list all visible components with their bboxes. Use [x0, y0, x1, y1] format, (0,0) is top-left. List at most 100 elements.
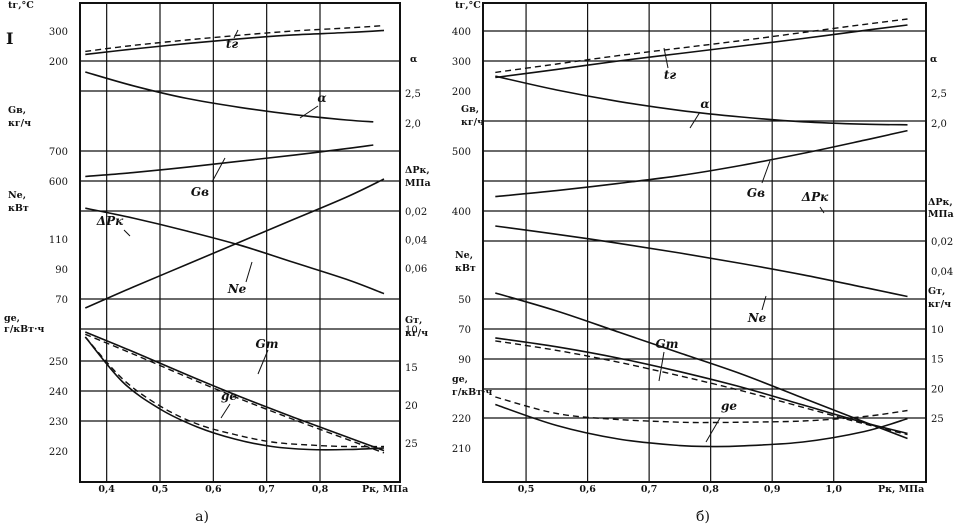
curve-label: α [317, 91, 326, 105]
left-tick-label: 210 [452, 444, 471, 455]
right-tick-label: 25 [931, 414, 944, 425]
tг-line [85, 29, 385, 56]
left-axis-label: кВт [455, 263, 476, 274]
left-tick-label: 300 [452, 57, 471, 68]
left-tick-label: 400 [452, 207, 471, 218]
left-tick-label: 300 [49, 27, 68, 38]
x-tick-label: 1,0 [825, 484, 842, 495]
right-tick-label: 0,06 [405, 264, 427, 275]
gе-line [84, 336, 385, 451]
curve-leader-line [211, 157, 226, 183]
curve-label: tг [226, 37, 239, 51]
-line [85, 71, 374, 123]
series-dashed-line [84, 336, 385, 448]
Pк-line [495, 225, 908, 298]
curve-leader-line [245, 261, 253, 283]
x-tick-label: 0,4 [98, 484, 115, 495]
curve-label: ΔPк [801, 190, 829, 204]
curve-label: gе [721, 399, 737, 413]
curve-label: ΔPк [96, 214, 124, 228]
curve-leader-line [689, 111, 701, 129]
left-tick-label: 400 [452, 27, 471, 38]
right-axis-label: МПа [928, 209, 954, 220]
x-axis-label: Pк, МПа [878, 484, 924, 495]
x-tick-label: 0,8 [702, 484, 719, 495]
right-axis-label: α [930, 54, 938, 65]
right-axis-label: кг/ч [928, 299, 951, 310]
right-axis-label: α [410, 54, 418, 65]
x-tick-label: 0,6 [205, 484, 222, 495]
right-axis-label: Gт, [405, 315, 422, 326]
left-tick-label: 240 [49, 387, 68, 398]
tг-line [495, 24, 908, 79]
left-tick-label: 600 [49, 177, 68, 188]
x-tick-label: 0,5 [518, 484, 535, 495]
left-tick-label: 220 [49, 447, 68, 458]
curve-leader-line [819, 206, 825, 214]
right-tick-label: 15 [405, 363, 418, 374]
left-axis-label: Gв, [461, 104, 479, 115]
left-axis-label: gе, [452, 374, 468, 385]
left-axis-label: г/кВт·ч [4, 324, 44, 335]
curve-leader-line [761, 160, 771, 184]
x-tick-label: 0,6 [579, 484, 596, 495]
curve-label: Gв [191, 185, 209, 199]
x-tick-label: 0,8 [312, 484, 329, 495]
curve-leader-line [761, 295, 767, 311]
left-tick-label: 200 [452, 87, 471, 98]
right-tick-label: 2,5 [931, 89, 947, 100]
right-tick-label: 10 [931, 325, 944, 336]
right-axis-label: Gт, [928, 286, 945, 297]
x-tick-label: 0,5 [152, 484, 169, 495]
right-axis-label: МПа [405, 178, 431, 189]
right-tick-label: 15 [931, 355, 944, 366]
Gв-line [495, 129, 908, 198]
series-dashed-line [495, 340, 908, 436]
right-tick-label: 0,04 [405, 236, 427, 247]
curve-leader-line [663, 47, 669, 69]
panel-label: б) [696, 509, 710, 525]
Gт-line [84, 331, 385, 452]
left-tick-label: 700 [49, 147, 68, 158]
plot-frame [482, 2, 927, 483]
x-tick-label: 0,7 [258, 484, 275, 495]
left-tick-label: 70 [55, 295, 68, 306]
curve-leader-line [220, 403, 231, 419]
plot-frame [79, 2, 401, 483]
left-axis-label: Gв, [8, 105, 26, 116]
left-tick-label: 110 [49, 235, 68, 246]
right-tick-label: 0,02 [931, 237, 953, 248]
curve-leader-line [123, 229, 131, 237]
right-tick-label: 2,0 [931, 119, 947, 130]
curve-leader-line [257, 349, 269, 375]
curve-leader-line [658, 351, 665, 382]
-line [495, 75, 908, 126]
curve-leader-line [705, 417, 721, 443]
left-tick-label: 500 [452, 147, 471, 158]
panel-label: а) [195, 509, 209, 525]
curve-leader-line [299, 105, 319, 119]
right-tick-label: 0,02 [405, 207, 427, 218]
left-axis-label: г/кВт·ч [452, 387, 492, 398]
curve-label: Gт [256, 337, 279, 351]
Pк-line [85, 207, 385, 295]
left-axis-label: кг/ч [461, 117, 484, 128]
margin-mark: I [6, 29, 13, 48]
left-tick-label: 90 [458, 355, 471, 366]
curve-label: tг [664, 68, 677, 82]
left-tick-label: 50 [458, 295, 471, 306]
right-tick-label: 20 [931, 384, 944, 395]
curve-label: Nе [747, 311, 767, 325]
curve-label: Gт [656, 337, 679, 351]
left-axis-label: gе, [4, 313, 20, 324]
left-tick-label: 220 [452, 414, 471, 425]
Gв-line [85, 144, 374, 178]
curve-leader-line [233, 29, 239, 39]
right-tick-label: 0,04 [931, 267, 953, 278]
series-dashed-line [495, 396, 908, 424]
left-tick-label: 200 [49, 57, 68, 68]
right-tick-label: 2,0 [405, 119, 421, 130]
chart-panel-b: 0,5 0,6 0,7 0,8 0,9 1,0 Pк, МПа б) 400 300 200 tг,°… [452, 0, 954, 525]
x-tick-label: 0,9 [764, 484, 781, 495]
